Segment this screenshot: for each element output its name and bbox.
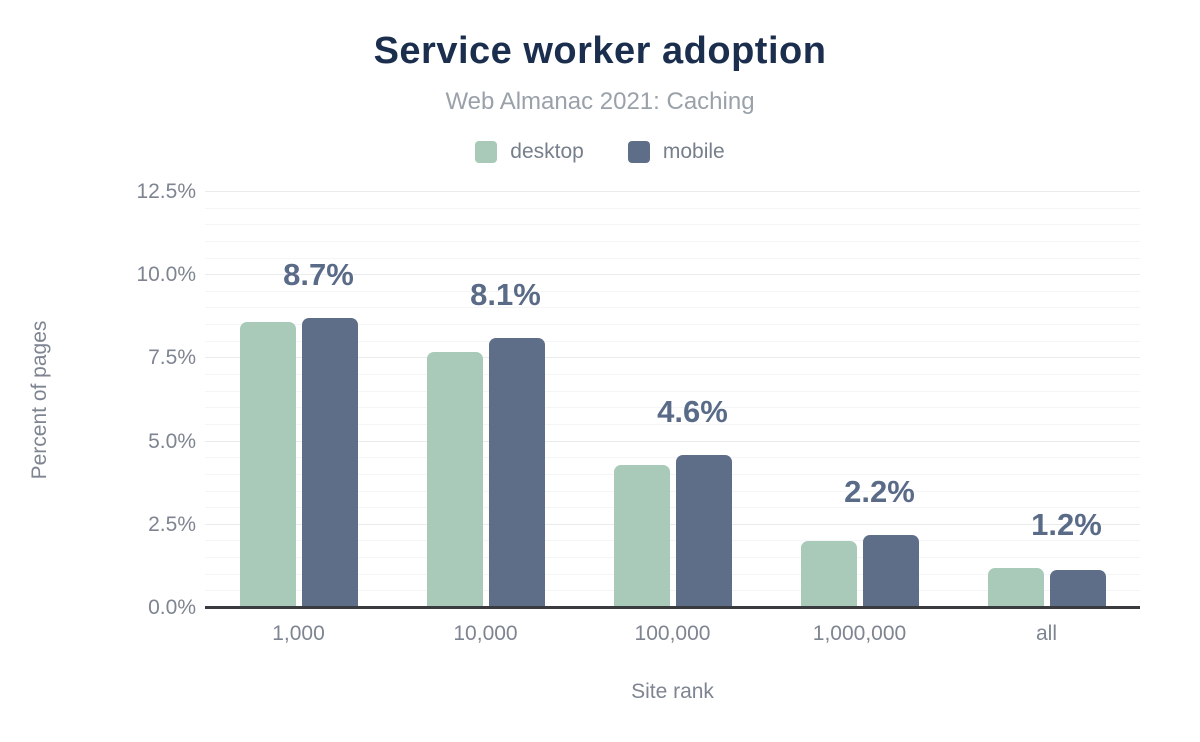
bar-value-label: 1.2% — [1031, 507, 1102, 543]
bar-columns: 8.7% 1,000 8.1% 10,000 4.6% 100,000 2.2% 1,000,… — [205, 192, 1140, 645]
minor-gridline — [205, 290, 1140, 292]
minor-gridline — [205, 473, 1140, 475]
bar-desktop-all — [987, 568, 1044, 608]
bar-desktop-10000 — [426, 351, 483, 608]
x-tick-label: 1,000,000 — [812, 622, 907, 645]
major-gridline — [205, 191, 1140, 192]
minor-gridline — [205, 224, 1140, 226]
x-tick-label: all — [1035, 622, 1057, 645]
legend-swatch-desktop — [475, 141, 498, 163]
major-gridline — [205, 274, 1140, 276]
minor-gridline — [205, 207, 1140, 209]
bar-pair — [426, 192, 545, 608]
minor-gridline — [205, 324, 1140, 326]
bar-desktop-1000000 — [800, 541, 857, 608]
bar-mobile-100000 — [675, 454, 732, 608]
bar-value-label: 8.7% — [283, 257, 354, 293]
y-tick-label: 7.5% — [148, 346, 196, 370]
bar-pair — [800, 192, 919, 608]
bar-group-all: 1.2% all — [953, 192, 1140, 645]
minor-gridline — [205, 573, 1140, 575]
minor-gridline — [205, 590, 1140, 592]
x-tick-label: 10,000 — [453, 622, 518, 645]
bar-pair — [613, 192, 732, 608]
y-axis-tick-labels: 0.0% 2.5% 5.0% 7.5% 10.0% 12.5% — [0, 180, 196, 619]
bar-desktop-100000 — [613, 464, 670, 608]
chart-subtitle: Web Almanac 2021: Caching — [445, 88, 755, 115]
x-tick-label: 1,000 — [272, 622, 325, 645]
minor-gridline — [205, 490, 1140, 492]
minor-gridline — [205, 407, 1140, 409]
minor-gridline — [205, 423, 1140, 425]
minor-gridline — [205, 557, 1140, 559]
plot-area: 8.7% 1,000 8.1% 10,000 4.6% 100,000 2.2% 1,000,… — [205, 191, 1140, 645]
minor-gridline — [205, 374, 1140, 376]
bar-pair — [987, 192, 1106, 608]
bar-mobile-all — [1049, 569, 1106, 608]
legend: desktop mobile — [0, 140, 1200, 164]
x-axis-line — [205, 606, 1140, 609]
bar-group-100000: 4.6% 100,000 — [579, 192, 766, 645]
bar-value-label: 2.2% — [844, 473, 915, 509]
minor-gridline — [205, 390, 1140, 392]
major-gridline — [205, 357, 1140, 359]
y-tick-label: 2.5% — [148, 512, 196, 536]
chart-title: Service worker adoption — [373, 30, 827, 72]
bar-desktop-1000 — [239, 321, 296, 608]
bar-group-1000: 8.7% 1,000 — [205, 192, 392, 645]
minor-gridline — [205, 307, 1140, 309]
y-tick-label: 12.5% — [136, 180, 196, 203]
bar-mobile-1000 — [301, 318, 358, 608]
legend-item-desktop: desktop — [475, 140, 584, 164]
y-tick-label: 5.0% — [148, 429, 196, 453]
legend-item-mobile: mobile — [627, 140, 725, 164]
minor-gridline — [205, 457, 1140, 459]
bar-group-10000: 8.1% 10,000 — [392, 192, 579, 645]
y-tick-label: 0.0% — [148, 596, 196, 619]
bar-group-1000000: 2.2% 1,000,000 — [766, 192, 953, 645]
bar-mobile-1000000 — [862, 534, 919, 608]
legend-swatch-mobile — [627, 141, 650, 163]
minor-gridline — [205, 540, 1140, 542]
bar-value-label: 4.6% — [657, 393, 728, 429]
minor-gridline — [205, 240, 1140, 242]
bar-pair — [239, 192, 358, 608]
legend-label-mobile: mobile — [662, 140, 725, 163]
legend-label-desktop: desktop — [510, 140, 584, 163]
bar-mobile-10000 — [488, 338, 545, 608]
y-tick-label: 10.0% — [136, 263, 196, 287]
minor-gridline — [205, 507, 1140, 509]
minor-gridline — [205, 340, 1140, 342]
major-gridline — [205, 440, 1140, 442]
minor-gridline — [205, 257, 1140, 259]
bar-value-label: 8.1% — [470, 277, 541, 313]
x-tick-label: 100,000 — [634, 622, 711, 645]
x-axis-title: Site rank — [631, 680, 714, 703]
major-gridline — [205, 523, 1140, 525]
